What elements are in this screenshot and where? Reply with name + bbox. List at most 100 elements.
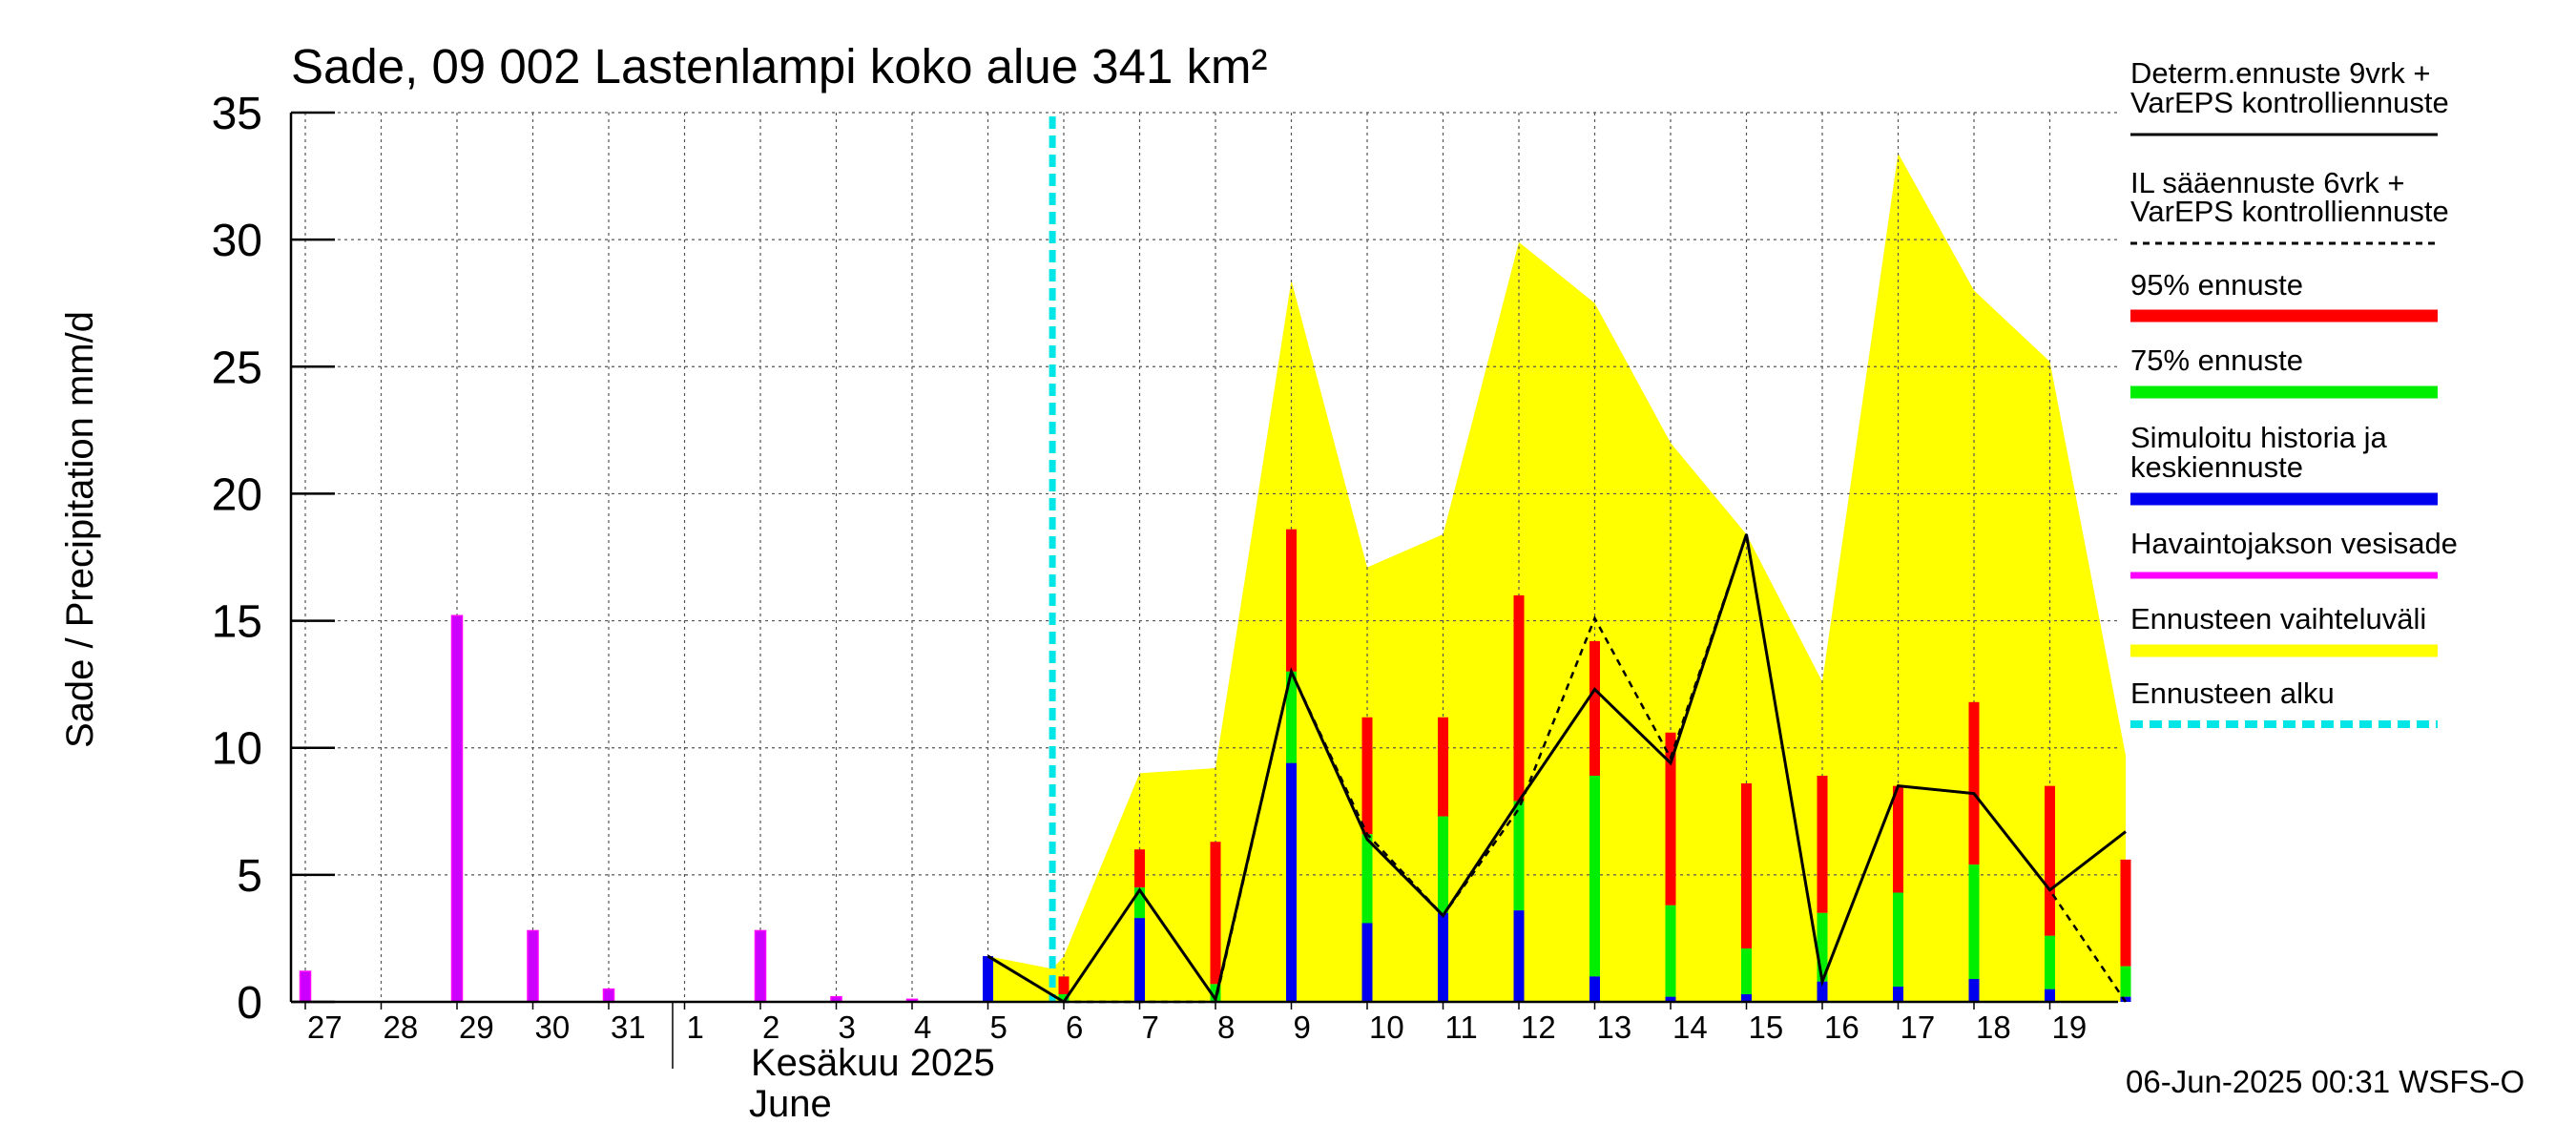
forecast-mean-bar (1513, 910, 1525, 1002)
observed-bar (299, 970, 312, 1003)
forecast-75-bar (1817, 912, 1828, 982)
x-tick-label: 14 (1672, 1010, 1708, 1045)
x-tick-label: 11 (1445, 1010, 1478, 1045)
observed-bar (450, 614, 464, 1003)
legend-label: Ennusteen alku (2130, 677, 2335, 710)
forecast-mean-bar (1968, 979, 1980, 1002)
forecast-95-bar (2045, 785, 2055, 936)
y-tick-label: 20 (212, 469, 262, 520)
x-tick-label: 4 (914, 1010, 931, 1045)
deterministic-line (987, 533, 2127, 1005)
legend-label: VarEPS kontrolliennuste (2130, 195, 2449, 228)
forecast-75-bar (1741, 948, 1752, 995)
y-tick-label: 0 (237, 978, 262, 1029)
y-tick-label: 25 (212, 343, 262, 393)
forecast-mean-bar (1134, 918, 1145, 1002)
forecast-95-bar (1513, 594, 1525, 802)
footer-timestamp: 06-Jun-2025 00:31 WSFS-O (2126, 1064, 2524, 1099)
x-tick-label: 1 (687, 1010, 704, 1045)
legend: Determ.ennuste 9vrk +VarEPS kontrollienn… (2130, 56, 2458, 728)
y-tick-label: 15 (212, 597, 262, 648)
forecast-75-bar (2120, 966, 2131, 997)
legend-label: 95% ennuste (2130, 268, 2303, 302)
legend-label: Determ.ennuste 9vrk + (2130, 56, 2430, 90)
forecast-95-bar (1438, 717, 1448, 817)
chart-title: Sade, 09 002 Lastenlampi koko alue 341 k… (291, 39, 1268, 94)
forecast-95-bar (1134, 849, 1145, 888)
x-tick-label: 8 (1217, 1010, 1235, 1045)
x-tick-label: 7 (1142, 1010, 1159, 1045)
forecast-75-bar (1513, 801, 1525, 911)
forecast-75-bar (1134, 887, 1145, 919)
forecast-95-bar (1361, 717, 1373, 835)
month-label-en: June (749, 1083, 832, 1125)
legend-label: Ennusteen vaihteluväli (2130, 602, 2426, 635)
forecast-75-bar (1438, 816, 1448, 913)
x-tick-label: 31 (611, 1010, 646, 1045)
y-axis-label: Sade / Precipitation mm/d (59, 311, 101, 748)
x-tick-label: 16 (1824, 1010, 1859, 1045)
forecast-mean-bar (1741, 994, 1752, 1002)
forecast-75-bar (2045, 935, 2055, 989)
x-tick-label: 28 (384, 1010, 419, 1045)
x-tick-label: 10 (1369, 1010, 1404, 1045)
forecast-mean-bar (1817, 981, 1828, 1002)
observed-bar (602, 988, 615, 1003)
forecast-range-area (987, 153, 2126, 1002)
forecast-75-bar (1058, 994, 1070, 1002)
forecast-75-bar (1286, 671, 1297, 763)
x-tick-label: 13 (1597, 1010, 1632, 1045)
bars (299, 529, 2131, 1003)
forecast-75-bar (1589, 776, 1600, 977)
x-tick-label: 5 (990, 1010, 1008, 1045)
forecast-95-bar (1893, 785, 1903, 893)
legend-label: VarEPS kontrolliennuste (2130, 86, 2449, 119)
y-tick-label: 35 (212, 89, 262, 139)
y-tick-label: 10 (212, 724, 262, 775)
forecast-95-bar (1665, 732, 1676, 906)
forecast-75-bar (1210, 984, 1221, 1002)
forecast-95-bar (1589, 640, 1600, 777)
observed-bar (527, 929, 539, 1003)
legend-label: IL sääennuste 6vrk + (2130, 166, 2405, 199)
forecast-mean-bar (2045, 989, 2055, 1002)
forecast-75-bar (1665, 905, 1676, 997)
month-label-fi: Kesäkuu 2025 (751, 1042, 995, 1084)
forecast-75-bar (1968, 864, 1980, 980)
x-tick-label: 12 (1521, 1010, 1556, 1045)
axes: 0 5 10 15 20 25 30 35 (212, 89, 2118, 1069)
forecast-mean-bar (1665, 996, 1676, 1002)
simulated-history-bar (983, 956, 993, 1002)
forecast-mean-bar (1893, 987, 1903, 1002)
legend-label: 75% ennuste (2130, 344, 2303, 377)
forecast-mean-bar (2120, 996, 2131, 1002)
x-tick-label: 29 (459, 1010, 494, 1045)
legend-label: Simuloitu historia ja (2130, 421, 2388, 454)
observed-bar (754, 929, 767, 1003)
x-tick-label: 19 (2052, 1010, 2088, 1045)
y-tick-label: 30 (212, 216, 262, 266)
x-tick-label: 9 (1294, 1010, 1311, 1045)
forecast-95-bar (1968, 701, 1980, 865)
forecast-95-bar (1817, 776, 1828, 913)
x-tick-label: 17 (1901, 1010, 1936, 1045)
x-tick-label: 27 (307, 1010, 343, 1045)
forecast-75-bar (1361, 834, 1373, 924)
grid (291, 112, 2118, 1002)
forecast-mean-bar (1589, 976, 1600, 1002)
x-axis-day-labels: 27 28 29 30 31 1 2 3 4 5 6 7 8 9 10 11 12 13 14 15 16 17 18 19 (307, 1010, 2087, 1045)
forecast-mean-bar (1438, 912, 1448, 1002)
x-tick-label: 18 (1976, 1010, 2011, 1045)
forecast-mean-bar (1286, 762, 1297, 1002)
x-tick-label: 6 (1066, 1010, 1083, 1045)
x-tick-label: 3 (839, 1010, 856, 1045)
range-area (987, 153, 2126, 1002)
forecast-75-bar (1893, 892, 1903, 988)
legend-label: Havaintojakson vesisade (2130, 527, 2458, 560)
forecast-95-bar (1058, 976, 1070, 995)
x-tick-label: 30 (535, 1010, 571, 1045)
forecast-95-bar (1210, 842, 1221, 985)
forecast-95-bar (1741, 782, 1752, 949)
forecast-95-bar (1286, 529, 1297, 672)
